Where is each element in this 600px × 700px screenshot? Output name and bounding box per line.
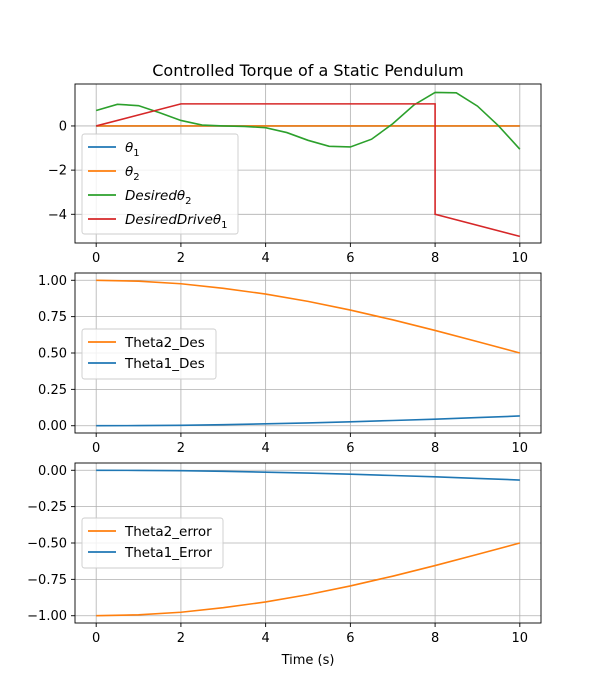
x-tick-label: 8 — [431, 631, 439, 646]
series-line-theta1-error — [96, 469, 520, 481]
x-tick-label: 10 — [512, 251, 529, 266]
series-line-theta2-error — [96, 542, 521, 617]
legend-label: Theta2_error — [124, 524, 212, 540]
x-tick-label: 2 — [177, 251, 185, 266]
legend-box — [81, 517, 224, 569]
y-tick-label: −1.00 — [27, 609, 67, 624]
x-tick-label: 10 — [512, 441, 529, 456]
y-tick-label: −0.25 — [27, 500, 67, 515]
x-tick-label: 2 — [177, 631, 185, 646]
legend-label: θ2 — [125, 164, 140, 183]
series-line-desired-2 — [95, 91, 521, 150]
axes-frame — [74, 83, 542, 244]
x-axis-label: Time (s) — [281, 653, 335, 668]
x-tick-label: 0 — [92, 251, 100, 266]
y-tick-label: 0.75 — [38, 310, 67, 325]
legend-label: θ1 — [125, 140, 140, 159]
y-tick-label: 0.50 — [38, 347, 67, 362]
y-tick-label: 0 — [59, 119, 67, 134]
x-tick-label: 6 — [346, 441, 354, 456]
x-tick-label: 6 — [346, 631, 354, 646]
x-tick-label: 6 — [346, 251, 354, 266]
chart-title: Controlled Torque of a Static Pendulum — [152, 61, 464, 80]
y-tick-label: 0.00 — [38, 464, 67, 479]
series-line-desireddrive-1 — [95, 103, 521, 238]
y-tick-label: −4 — [48, 208, 67, 223]
x-tick-label: 10 — [512, 631, 529, 646]
x-tick-label: 0 — [92, 631, 100, 646]
legend-label: DesiredDriveθ1 — [125, 212, 228, 231]
legend: Theta2_error Theta1_Error — [81, 517, 224, 569]
subplot-2: 0 2 4 6 8 100.000.250.500.751.00Theta2_DesThe… — [38, 272, 542, 456]
y-tick-label: 0.00 — [38, 419, 67, 434]
x-tick-label: 4 — [261, 631, 269, 646]
legend-label: Theta1_Des — [124, 356, 205, 372]
subplot-1: 0 2 4 6 8 10 0 −2 −4 Controlled Torque of a Stati… — [48, 61, 542, 266]
y-tick-label: −2 — [48, 164, 67, 179]
x-tick-label: 2 — [177, 441, 185, 456]
y-tick-label: −0.50 — [27, 537, 67, 552]
legend: Theta2_Des Theta1_Des — [81, 328, 217, 380]
series-line-theta1-des — [96, 415, 520, 427]
x-tick-label: 8 — [431, 441, 439, 456]
legend-label: Theta1_Error — [124, 545, 212, 561]
x-tick-label: 4 — [261, 251, 269, 266]
subplot-3: 0 2 4 6 8 10 0.00 −0.25 −0.50 −0.75 −1.00 Time (s) T… — [27, 462, 542, 668]
x-tick-label: 4 — [261, 441, 269, 456]
y-tick-label: 0.25 — [38, 383, 67, 398]
y-tick-label: 1.00 — [38, 274, 67, 289]
series-line-theta2-des — [96, 279, 521, 354]
legend: θ1 θ2 Desiredθ2 DesiredDriveθ1 — [81, 133, 239, 235]
x-tick-label: 8 — [431, 251, 439, 266]
x-tick-label: 0 — [92, 441, 100, 456]
legend-box — [81, 133, 239, 235]
legend-label: Desiredθ2 — [125, 188, 192, 207]
legend-label: Theta2_Des — [124, 335, 205, 351]
y-tick-label: −0.75 — [27, 573, 67, 588]
